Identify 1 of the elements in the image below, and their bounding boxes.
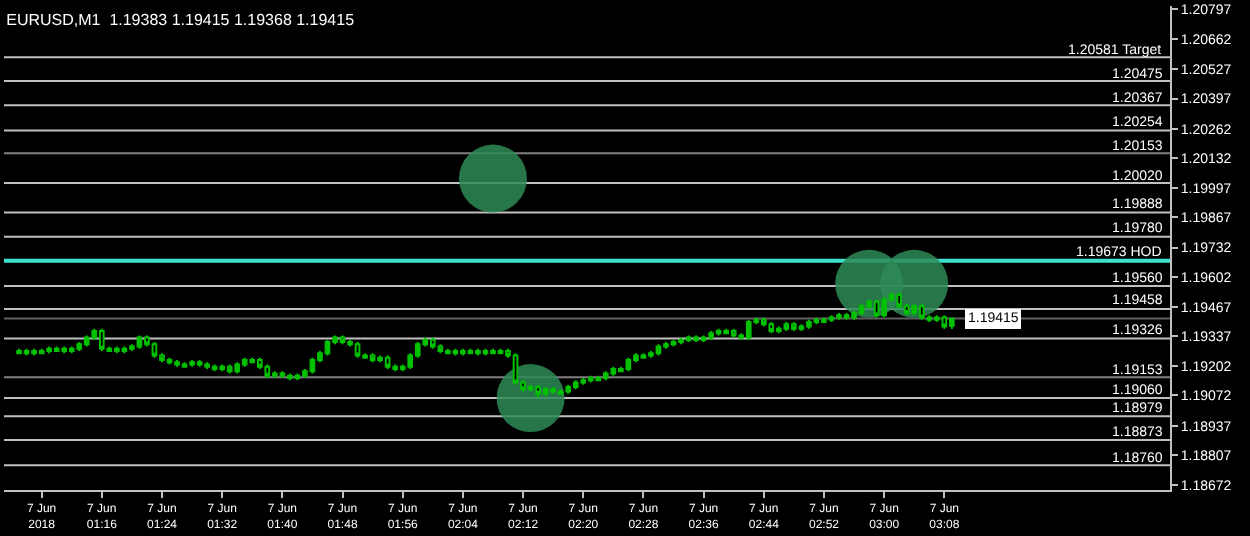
chart-title: EURUSD,M1 1.19383 1.19415 1.19368 1.19415 [6, 10, 356, 29]
